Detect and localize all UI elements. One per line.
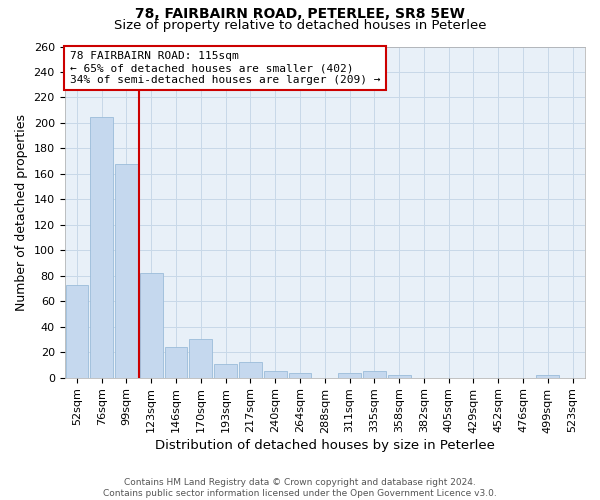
Text: Size of property relative to detached houses in Peterlee: Size of property relative to detached ho… [114, 18, 486, 32]
Bar [536, 375, 559, 378]
Bar [239, 362, 262, 378]
Bar [214, 364, 237, 378]
X-axis label: Distribution of detached houses by size in Peterlee: Distribution of detached houses by size … [155, 440, 495, 452]
Bar [190, 340, 212, 378]
Bar [289, 372, 311, 378]
Bar [388, 375, 410, 378]
Text: 78, FAIRBAIRN ROAD, PETERLEE, SR8 5EW: 78, FAIRBAIRN ROAD, PETERLEE, SR8 5EW [135, 8, 465, 22]
Bar [363, 372, 386, 378]
Bar [164, 347, 187, 378]
Bar [65, 284, 88, 378]
Text: 78 FAIRBAIRN ROAD: 115sqm
← 65% of detached houses are smaller (402)
34% of semi: 78 FAIRBAIRN ROAD: 115sqm ← 65% of detac… [70, 52, 380, 84]
Y-axis label: Number of detached properties: Number of detached properties [15, 114, 28, 310]
Bar [115, 164, 138, 378]
Bar [91, 116, 113, 378]
Bar [338, 372, 361, 378]
Bar [140, 274, 163, 378]
Bar [264, 372, 287, 378]
Text: Contains HM Land Registry data © Crown copyright and database right 2024.
Contai: Contains HM Land Registry data © Crown c… [103, 478, 497, 498]
